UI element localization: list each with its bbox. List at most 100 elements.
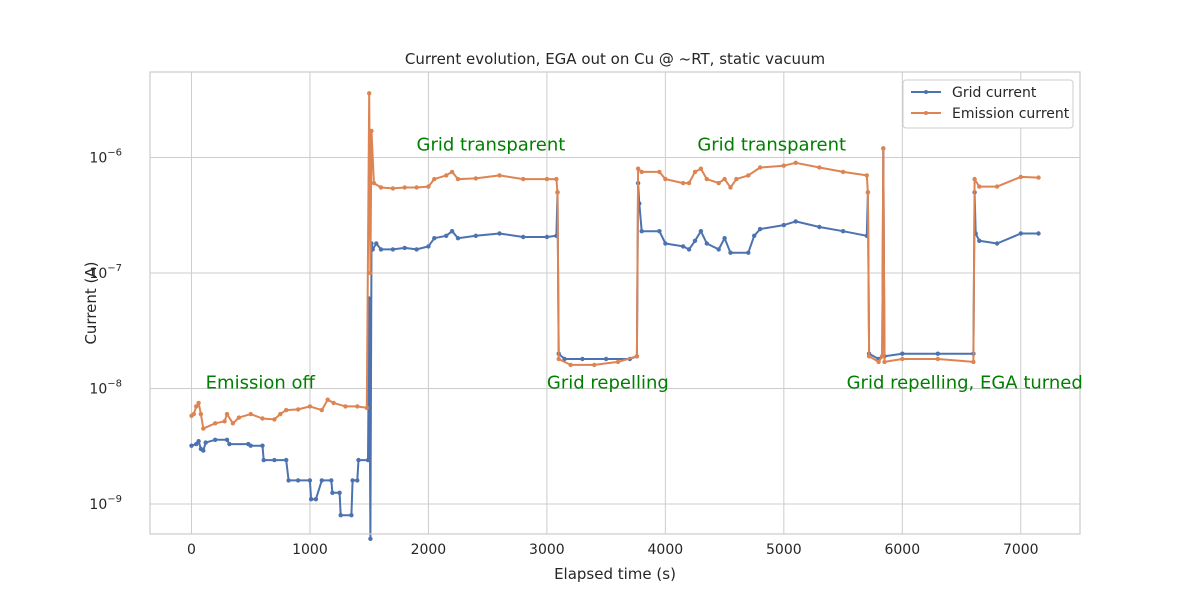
data-point-emission-current — [866, 354, 872, 359]
data-point-grid-current — [284, 457, 289, 463]
chart-title: Current evolution, EGA out on Cu @ ~RT, … — [405, 50, 825, 68]
data-point-emission-current — [635, 166, 641, 171]
data-point-emission-current — [222, 419, 227, 424]
data-point-grid-current — [196, 439, 201, 444]
y-tick-label: 10−6 — [89, 148, 122, 167]
data-point-emission-current — [444, 173, 449, 178]
data-point-grid-current — [248, 443, 253, 448]
data-point-emission-current — [230, 421, 236, 426]
x-tick-label: 0 — [187, 542, 196, 558]
data-point-grid-current — [449, 229, 455, 234]
data-point-emission-current — [295, 407, 301, 412]
tick-labels: 0 1000 2000 3000 4000 5000 6000 7000 10−9 10−8 10−… — [89, 148, 1038, 558]
data-point-emission-current — [935, 356, 940, 362]
data-point-emission-current — [364, 405, 369, 411]
data-point-emission-current — [194, 404, 199, 409]
legend-label-grid-current: Grid current — [952, 85, 1037, 101]
data-point-emission-current — [663, 176, 668, 182]
data-point-emission-current — [686, 180, 692, 186]
data-point-grid-current — [201, 448, 206, 453]
data-point-emission-current — [882, 359, 887, 365]
data-point-grid-current — [295, 478, 301, 483]
data-point-emission-current — [728, 185, 733, 190]
series-emission-current — [189, 91, 1041, 431]
data-point-grid-current — [194, 441, 199, 447]
x-tick-label: 2000 — [411, 542, 447, 558]
data-point-emission-current — [248, 411, 253, 417]
data-point-emission-current — [369, 128, 374, 134]
data-point-grid-current — [402, 245, 407, 251]
data-point-grid-current — [497, 231, 502, 236]
legend-marker-emission-current — [924, 111, 928, 115]
data-point-grid-current — [716, 247, 721, 252]
legend: Grid current Emission current — [902, 79, 1074, 129]
data-point-grid-current — [698, 229, 704, 234]
data-point-grid-current — [368, 536, 373, 541]
data-point-grid-current — [728, 250, 733, 255]
data-point-grid-current — [935, 351, 940, 356]
data-point-grid-current — [307, 478, 313, 483]
annotation-label: Grid repelling, EGA turned — [847, 373, 1083, 394]
data-point-emission-current — [390, 186, 396, 191]
data-point-emission-current — [432, 176, 437, 182]
data-point-grid-current — [757, 226, 763, 232]
data-point-emission-current — [639, 169, 644, 175]
data-point-grid-current — [313, 497, 319, 502]
data-point-emission-current — [554, 176, 559, 182]
data-point-emission-current — [680, 180, 686, 186]
grid-layer — [150, 72, 1080, 534]
data-point-grid-current — [337, 490, 342, 495]
legend-label-emission-current: Emission current — [952, 106, 1070, 122]
data-point-grid-current — [704, 241, 709, 246]
data-point-grid-current — [227, 441, 232, 447]
data-point-grid-current — [329, 478, 334, 483]
data-point-emission-current — [840, 169, 846, 175]
data-point-grid-current — [319, 478, 324, 483]
data-point-emission-current — [698, 166, 704, 171]
data-point-emission-current — [865, 190, 871, 195]
data-point-grid-current — [840, 229, 846, 234]
data-point-grid-current — [365, 457, 371, 463]
data-point-emission-current — [657, 169, 662, 175]
data-point-grid-current — [213, 437, 218, 442]
data-point-emission-current — [876, 359, 881, 365]
data-point-emission-current — [544, 176, 550, 182]
data-point-grid-current — [752, 233, 757, 238]
data-point-grid-current — [455, 236, 461, 241]
data-point-emission-current — [368, 270, 373, 276]
data-point-emission-current — [972, 176, 977, 182]
data-point-grid-current — [746, 250, 751, 255]
data-point-grid-current — [260, 443, 265, 448]
x-tick-label: 6000 — [884, 542, 920, 558]
data-point-emission-current — [521, 176, 526, 182]
y-tick-label: 10−8 — [89, 379, 122, 398]
data-point-grid-current — [521, 234, 526, 240]
data-point-grid-current — [781, 222, 786, 228]
data-point-grid-current — [378, 247, 384, 252]
legend-marker-grid-current — [924, 90, 928, 94]
y-tick-label: 10−9 — [89, 494, 122, 513]
legend-box — [902, 79, 1074, 129]
data-point-emission-current — [556, 356, 561, 362]
data-point-emission-current — [497, 173, 502, 178]
data-point-emission-current — [449, 169, 455, 175]
data-point-emission-current — [1018, 174, 1023, 180]
data-point-emission-current — [900, 356, 905, 362]
data-point-grid-current — [224, 437, 230, 442]
data-point-emission-current — [994, 184, 1000, 189]
data-point-grid-current — [432, 236, 437, 241]
data-point-grid-current — [374, 241, 379, 246]
data-point-grid-current — [370, 247, 375, 252]
data-point-grid-current — [994, 241, 1000, 246]
data-point-grid-current — [562, 356, 567, 362]
data-point-emission-current — [414, 185, 419, 190]
data-point-emission-current — [355, 404, 360, 409]
data-point-grid-current — [900, 351, 905, 356]
data-point-emission-current — [864, 173, 869, 178]
data-point-emission-current — [236, 415, 242, 420]
data-point-grid-current — [544, 234, 550, 240]
data-point-emission-current — [455, 176, 461, 182]
data-point-grid-current — [722, 236, 727, 241]
data-point-emission-current — [692, 169, 698, 175]
data-point-emission-current — [716, 180, 721, 186]
